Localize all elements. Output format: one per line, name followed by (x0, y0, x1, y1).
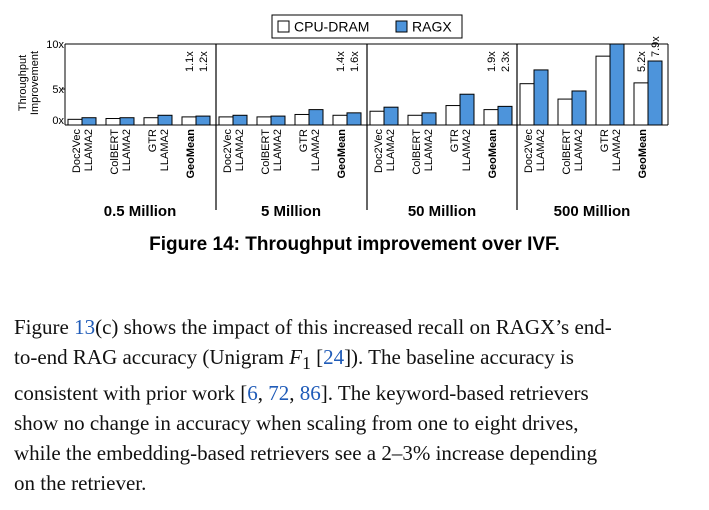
x-tick-label: LLAMA2 (121, 129, 133, 171)
bar-cpu-dram (105, 118, 121, 126)
legend-cpu-swatch (277, 20, 290, 33)
throughput-chart: CPU-DRAM RAGX Throughput Improvement 0x … (17, 14, 669, 220)
bar-ragx (232, 114, 248, 126)
x-tick-label: LLAMA2 (310, 129, 322, 171)
para-line-3: consistent with prior work [6, 72, 86]. … (14, 381, 589, 406)
bar-cpu-dram (256, 116, 272, 126)
y-tick-10: 10x (46, 39, 64, 51)
legend-ragx-label: RAGX (412, 19, 452, 35)
legend-cpu-label: CPU-DRAM (294, 19, 369, 35)
bar-cpu-dram (595, 55, 611, 126)
y-tick-0: 0x (52, 115, 64, 127)
bar-cpu-dram (445, 105, 461, 126)
legend-ragx-swatch (395, 20, 408, 33)
figure-caption: Figure 14: Throughput improvement over I… (149, 234, 560, 255)
x-tick-label: GTR (449, 129, 461, 152)
x-tick-label: Doc2Vec (373, 129, 385, 174)
data-label-cpu-geomean: 1.9x (486, 51, 498, 72)
x-tick-label: ColBERT (260, 129, 272, 175)
group-label: 5 Million (261, 203, 321, 220)
data-label-ragx-geomean: 1.2x (198, 51, 210, 72)
y-axis-label-line1: Throughput (17, 55, 29, 111)
bar-cpu-dram (519, 83, 535, 126)
para-line-6: on the retriever. (14, 471, 147, 496)
bar-ragx (157, 114, 173, 126)
citation-link[interactable]: 24 (323, 345, 345, 369)
bar-ragx (497, 105, 513, 126)
x-tick-label: LLAMA2 (159, 129, 171, 171)
x-tick-label: ColBERT (109, 129, 121, 175)
bar-cpu-dram (181, 116, 197, 126)
bar-cpu-dram (483, 109, 499, 126)
x-tick-label: Doc2Vec (222, 129, 234, 174)
x-tick-label: GTR (147, 129, 159, 152)
bar-ragx (533, 69, 549, 126)
bar-cpu-dram (143, 117, 159, 126)
x-tick-label: GeoMean (487, 129, 499, 179)
bar-ragx (308, 109, 324, 126)
citation-link[interactable]: 6 (247, 381, 258, 406)
data-label-cpu-geomean: 1.4x (335, 51, 347, 72)
para-line-4: show no change in accuracy when scaling … (14, 411, 579, 436)
bar-ragx (647, 60, 663, 126)
citation-link[interactable]: 72 (268, 381, 290, 406)
bar-ragx (270, 115, 286, 126)
x-tick-label: GTR (298, 129, 310, 152)
para-line-1: Figure 13(c) shows the impact of this in… (14, 315, 612, 339)
x-tick-label: LLAMA2 (272, 129, 284, 171)
x-tick-label: GeoMean (185, 129, 197, 179)
group-label: 50 Million (408, 203, 476, 220)
bar-ragx (119, 117, 135, 126)
x-tick-label: LLAMA2 (83, 129, 95, 171)
x-tick-label: LLAMA2 (611, 129, 623, 171)
y-tick-5: 5x (52, 84, 64, 96)
citation-link[interactable]: 86 (299, 381, 321, 406)
y-axis-label-line2: Improvement (29, 51, 41, 115)
x-tick-label: LLAMA2 (423, 129, 435, 171)
para-line-5: while the embedding-based retrievers see… (14, 441, 598, 466)
bar-cpu-dram (369, 110, 385, 126)
group-label: 500 Million (554, 203, 631, 220)
bar-cpu-dram (67, 118, 83, 126)
bar-ragx (81, 117, 97, 126)
group-label: 0.5 Million (104, 203, 177, 220)
bar-cpu-dram (294, 113, 310, 126)
data-label-cpu-geomean: 5.2x (636, 51, 648, 72)
bar-ragx (459, 93, 475, 126)
data-label-ragx-geomean: 1.6x (349, 51, 361, 72)
figure-ref-link[interactable]: 13 (74, 315, 96, 339)
body-paragraph: Figure 13(c) shows the impact of this in… (14, 312, 698, 498)
x-tick-label: LLAMA2 (234, 129, 246, 171)
x-tick-label: GeoMean (336, 129, 348, 179)
x-tick-label: ColBERT (561, 129, 573, 175)
bar-cpu-dram (407, 114, 423, 126)
legend: CPU-DRAM RAGX (271, 14, 463, 39)
bar-cpu-dram (557, 98, 573, 126)
data-label-cpu-geomean: 1.1x (184, 51, 196, 72)
bar-cpu-dram (218, 116, 234, 126)
x-tick-label: ColBERT (411, 129, 423, 175)
data-label-ragx-geomean: 2.3x (500, 51, 512, 72)
bar-ragx (346, 112, 362, 126)
bar-ragx (383, 106, 399, 126)
bar-ragx (195, 115, 211, 126)
x-tick-label: LLAMA2 (535, 129, 547, 171)
x-tick-label: Doc2Vec (523, 129, 535, 174)
x-tick-label: LLAMA2 (385, 129, 397, 171)
bar-ragx (571, 90, 587, 126)
data-label-ragx-geomean: 7.9x (650, 36, 662, 57)
x-tick-label: GeoMean (637, 129, 649, 179)
para-line-2: to-end RAG accuracy (Unigram F1 [24]). T… (14, 345, 574, 374)
bar-cpu-dram (332, 114, 348, 126)
x-tick-label: GTR (599, 129, 611, 152)
x-tick-label: LLAMA2 (461, 129, 473, 171)
bar-cpu-dram (633, 82, 649, 126)
x-tick-label: Doc2Vec (71, 129, 83, 174)
x-tick-label: LLAMA2 (573, 129, 585, 171)
chart-marks: Doc2Vec LLAMA2 ColBERT LLAMA2 GTR LLAMA2 GeoMe… (67, 36, 663, 220)
bar-ragx (609, 43, 625, 126)
bar-ragx (421, 112, 437, 126)
